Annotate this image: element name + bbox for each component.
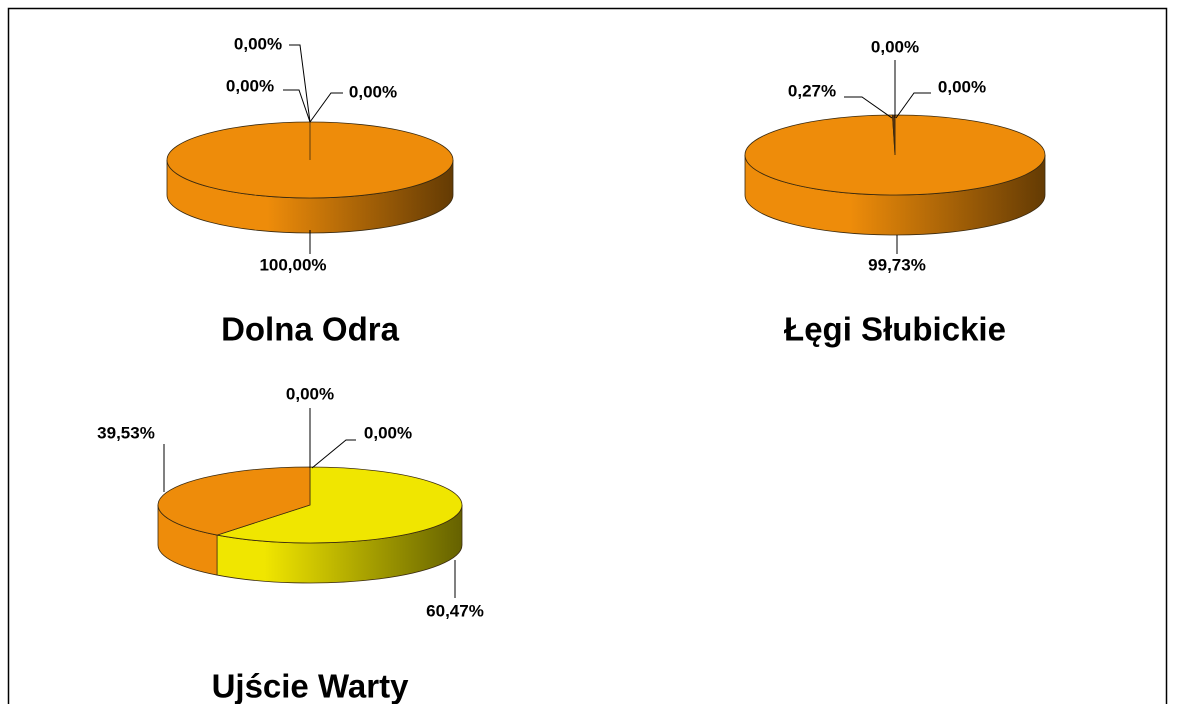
leader-line xyxy=(309,92,343,123)
leader-line xyxy=(311,439,356,469)
pie-slice xyxy=(216,466,463,544)
pie-slice xyxy=(157,466,311,536)
leader-line xyxy=(283,89,311,123)
data-label: 39,53% xyxy=(97,423,155,442)
data-label: 0,00% xyxy=(871,37,919,56)
data-label: 0,00% xyxy=(226,76,274,95)
data-label: 0,00% xyxy=(364,423,412,442)
chart-title: Ujście Warty xyxy=(212,668,410,704)
data-label: 0,00% xyxy=(349,82,397,101)
data-label: 0,00% xyxy=(938,77,986,96)
data-label: 0,00% xyxy=(286,384,334,403)
frame xyxy=(7,7,1168,704)
chart-title: Dolna Odra xyxy=(221,311,400,348)
leader-line xyxy=(289,44,311,123)
data-label: 99,73% xyxy=(868,255,926,274)
leader-line xyxy=(844,96,893,119)
data-label: 60,47% xyxy=(426,601,484,620)
leader-line xyxy=(895,92,931,119)
data-label: 0,00% xyxy=(234,34,282,53)
chart-title: Łęgi Słubickie xyxy=(784,311,1006,348)
data-label: 0,27% xyxy=(788,81,836,100)
data-label: 100,00% xyxy=(259,255,326,274)
